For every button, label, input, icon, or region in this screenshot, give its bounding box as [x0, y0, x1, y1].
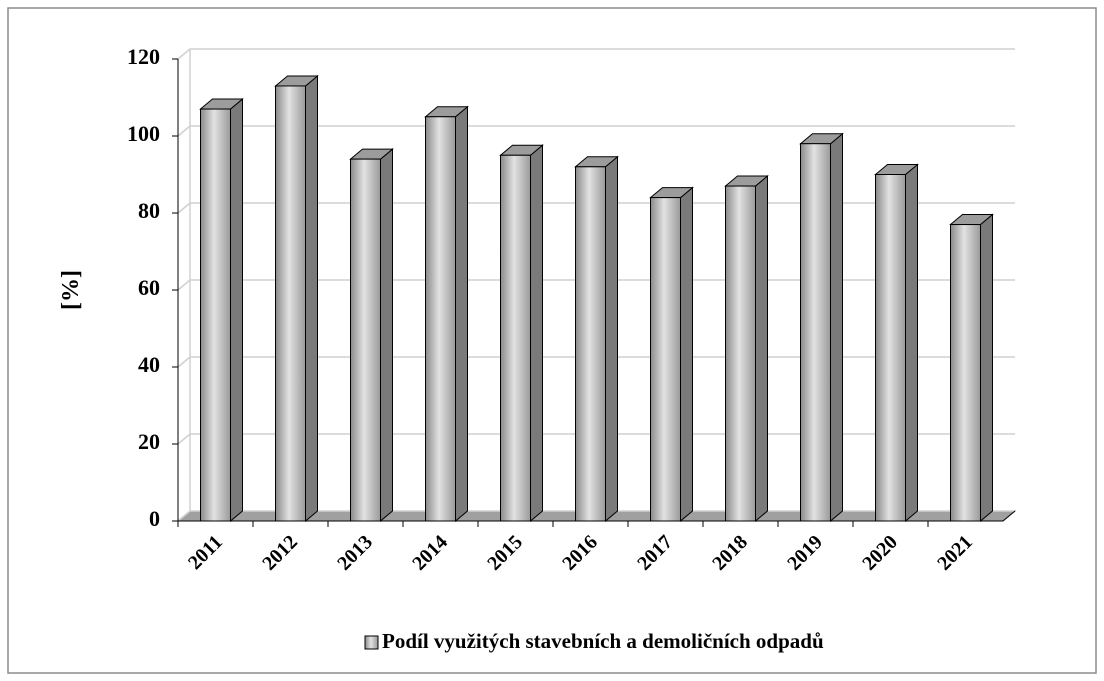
bar-side	[455, 105, 468, 523]
y-axis-label: [%]	[58, 270, 84, 310]
bar-side	[380, 148, 393, 523]
bar-front	[425, 116, 456, 522]
bar-side	[680, 186, 693, 523]
legend-swatch	[364, 635, 379, 650]
bar-side	[230, 97, 243, 523]
bar-side	[980, 213, 993, 523]
bar	[724, 174, 769, 523]
y-tick-label: 20	[138, 429, 160, 454]
bar-front	[650, 197, 681, 522]
bar-front	[800, 143, 831, 522]
y-tick-label: 80	[138, 198, 160, 223]
bar-front	[200, 108, 231, 522]
bar	[574, 155, 619, 523]
y-tick-label: 100	[127, 121, 160, 146]
bar-side	[830, 132, 843, 523]
bar	[349, 148, 394, 523]
grid-line	[177, 125, 1015, 137]
bar-front	[275, 85, 306, 522]
bar-front	[875, 174, 906, 522]
bar-side	[305, 74, 318, 523]
y-tick-label: 0	[149, 506, 160, 531]
y-tick-label: 120	[127, 44, 160, 69]
frame	[7, 7, 1097, 674]
bar-side	[530, 144, 543, 523]
bar-side	[905, 163, 918, 523]
bar	[424, 105, 469, 523]
bar	[499, 144, 544, 523]
bar-front	[950, 224, 981, 522]
grid-line	[177, 48, 1015, 60]
y-tick-label: 40	[138, 352, 160, 377]
y-tick-label: 60	[138, 275, 160, 300]
bar-side	[755, 174, 768, 523]
bar	[799, 132, 844, 523]
bar	[199, 97, 244, 523]
bar-front	[350, 158, 381, 522]
bar-side	[605, 155, 618, 523]
bar	[949, 213, 994, 523]
bar-front	[575, 166, 606, 522]
bar-front	[500, 154, 531, 522]
bar	[649, 186, 694, 523]
legend-label: Podíl využitých stavebních a demoličních…	[382, 629, 824, 653]
bar	[274, 74, 319, 523]
bar	[874, 163, 919, 523]
bar-front	[725, 185, 756, 522]
